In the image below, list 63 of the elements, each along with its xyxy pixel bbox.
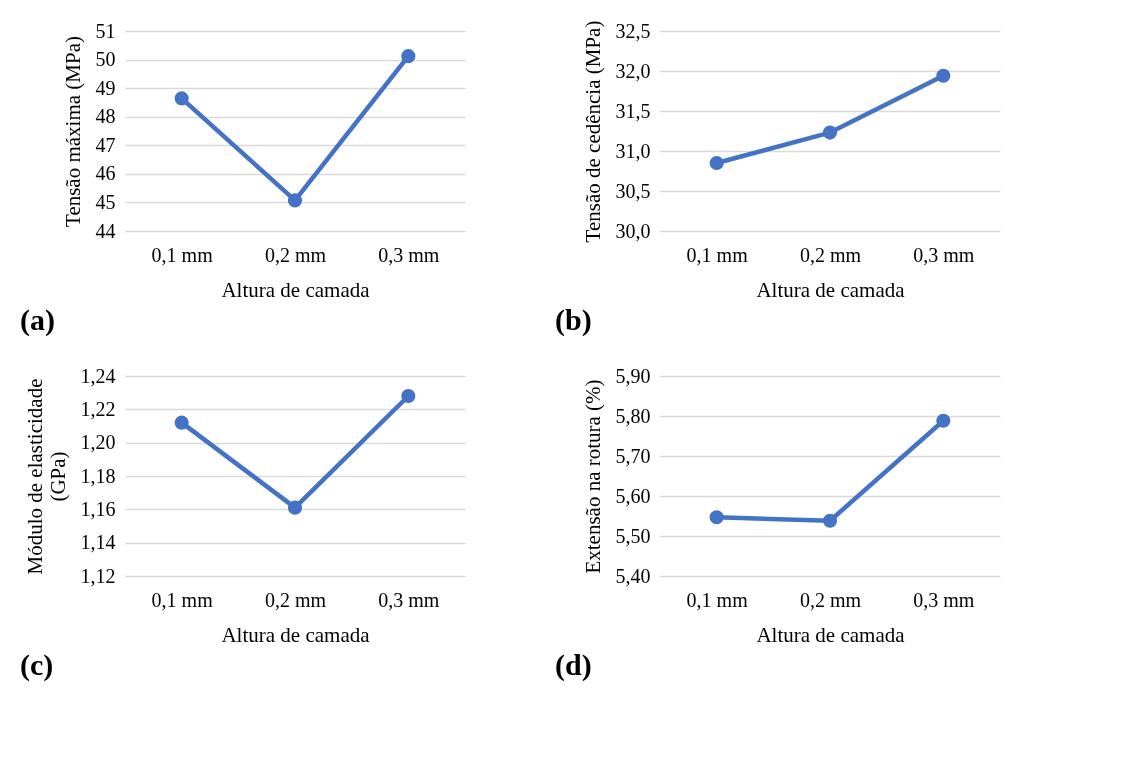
y-tick-label: 30,0 [615,219,651,242]
y-tick-label: 1,20 [80,431,116,454]
x-tick-label: 0,1 mm [686,243,749,266]
x-tick-label: 0,3 mm [378,588,440,611]
y-tick-label: 1,18 [80,464,116,487]
y-tick-label: 44 [95,219,116,242]
y-tick-label: 47 [95,133,116,156]
y-tick-label: 30,5 [615,179,651,202]
point [287,500,303,515]
y-tick-label: 1,14 [80,531,116,554]
x-axis-title: Altura de camada [221,277,371,302]
y-tick-label: 49 [95,76,116,99]
y-tick-label: 46 [95,162,116,185]
x-tick-label: 0,2 mm [799,588,862,611]
y-tick-label: 48 [95,105,116,128]
y-tick-label: 32,0 [615,59,651,82]
y-tick-label: 5,90 [615,364,651,387]
x-tick-label: 0,3 mm [913,243,975,266]
point [822,513,838,528]
point [822,125,838,140]
point [709,155,724,171]
x-tick-label: 0,1 mm [686,588,749,611]
text: (a) [20,303,55,337]
x-tick-label: 0,1 mm [151,588,214,611]
x-tick-label: 0,3 mm [378,243,440,266]
y-axis-title: Tensão de cedência (MPa) [580,20,605,243]
x-axis-title: Altura de camada [221,622,371,647]
point [174,415,189,430]
text: (b) [555,303,592,337]
x-tick-label: 0,3 mm [913,588,975,611]
y-axis-title: Extensão na rotura (%) [580,379,605,574]
y-tick-label: 5,70 [615,444,651,467]
y-tick-label: 31,5 [615,99,651,122]
y-tick-label: 50 [95,48,116,71]
y-axis-title: Módulo de elasticidade (GPa) [22,378,70,575]
text: (c) [20,648,54,682]
x-tick-label: 0,2 mm [264,243,327,266]
point [287,193,303,208]
text: (d) [555,648,592,682]
y-tick-label: 1,12 [80,564,116,587]
y-tick-label: 1,16 [80,497,116,520]
point [936,68,951,83]
point [401,49,416,64]
y-tick-label: 1,24 [80,364,116,387]
y-tick-label: 51 [95,19,116,42]
y-tick-label: 1,22 [80,397,116,420]
x-tick-label: 0,1 mm [151,243,214,266]
y-tick-label: 32,5 [615,19,651,42]
point [401,388,416,404]
point [709,510,724,525]
point [174,91,189,106]
y-tick-label: 5,60 [615,484,651,507]
x-tick-label: 0,2 mm [264,588,327,611]
y-tick-label: 45 [95,190,116,213]
y-tick-label: 5,80 [615,404,651,427]
y-axis-title: Tensão máxima (MPa) [60,36,85,227]
point [936,413,951,428]
x-tick-label: 0,2 mm [799,243,862,266]
y-tick-label: 31,0 [615,139,651,162]
x-axis-title: Altura de camada [756,277,906,302]
x-axis-title: Altura de camada [756,622,906,647]
y-tick-label: 5,40 [615,564,651,587]
y-tick-label: 5,50 [615,524,651,547]
